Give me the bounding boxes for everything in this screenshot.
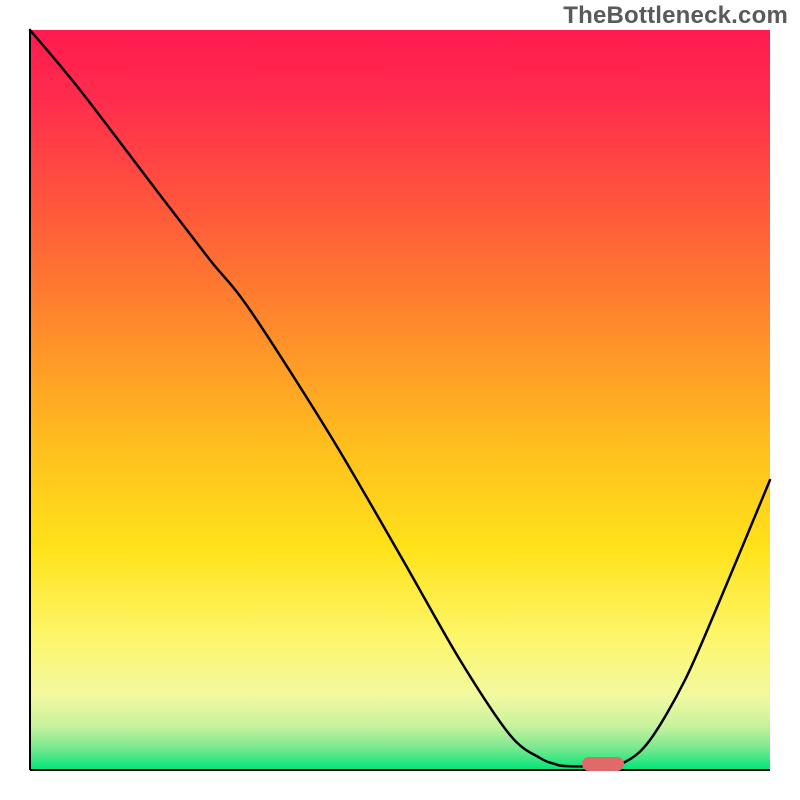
- bottleneck-chart: [0, 0, 800, 800]
- optimum-marker: [582, 757, 624, 771]
- chart-container: TheBottleneck.com: [0, 0, 800, 800]
- watermark-text: TheBottleneck.com: [563, 2, 788, 30]
- plot-background: [30, 30, 770, 770]
